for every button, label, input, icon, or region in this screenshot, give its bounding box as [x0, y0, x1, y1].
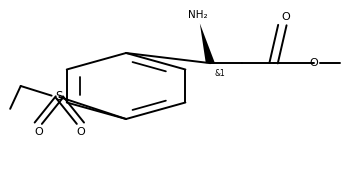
Polygon shape	[200, 23, 215, 63]
Text: O: O	[281, 12, 290, 22]
Text: &1: &1	[215, 69, 225, 78]
Text: S: S	[56, 90, 63, 104]
Text: O: O	[310, 58, 318, 68]
Text: NH₂: NH₂	[188, 10, 208, 20]
Text: O: O	[76, 127, 85, 137]
Text: O: O	[34, 127, 42, 137]
